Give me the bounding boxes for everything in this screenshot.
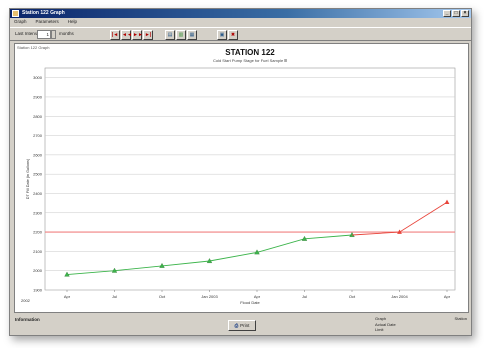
interval-label: Last Interval [15, 31, 40, 36]
app-window: Station 122 Graph _ □ × Graph Parameters… [9, 8, 472, 336]
y-tick-label: 2100 [33, 249, 43, 254]
x-tick-label: Apr [444, 294, 451, 299]
x-tick-label: Jan 2004 [391, 294, 408, 299]
data-point [111, 267, 118, 273]
status-bar: Information ⎙ Print Graph Station Actual D… [14, 315, 469, 335]
chart-view-button[interactable]: ▥ [176, 30, 186, 40]
data-point [301, 235, 308, 241]
menu-graph[interactable]: Graph [14, 19, 27, 24]
chart-title: STATION 122 [225, 48, 275, 57]
previous-button[interactable]: ◄◄ [121, 30, 132, 40]
toolbar: Last Interval 1 months |◄ ◄◄ ►► ►| ▤ ▥ ▦… [10, 27, 471, 41]
interval-input[interactable]: 1 [37, 30, 51, 39]
table-view-button[interactable]: ▤ [165, 30, 175, 40]
y-tick-label: 2300 [33, 210, 43, 215]
y-tick-label: 2700 [33, 133, 43, 138]
maximize-button[interactable]: □ [452, 10, 460, 17]
y-tick-label: 1900 [33, 288, 43, 293]
data-point [397, 229, 402, 234]
information-label: Information [15, 317, 40, 322]
export-button[interactable]: ▣ [217, 30, 227, 40]
status-row: Limit [375, 327, 384, 332]
menu-help[interactable]: Help [67, 19, 78, 24]
data-point [444, 199, 450, 204]
interval-unit: months [59, 31, 74, 36]
y-tick-label: 2500 [33, 172, 43, 177]
data-point [206, 258, 213, 263]
x-axis-corner-label: 2002 [21, 298, 31, 303]
printer-icon: ⎙ [234, 323, 239, 328]
y-tick-label: 2200 [33, 230, 43, 235]
window-title: Station 122 Graph [22, 10, 65, 16]
app-icon [12, 10, 19, 17]
y-tick-label: 2000 [33, 268, 43, 273]
plot-area [44, 67, 456, 291]
x-tick-label: Apr [64, 294, 71, 299]
chart-subtitle: Cold Start Pump Stage for Fuel Sample Ⅲ [213, 58, 287, 63]
chart-corner-label: Station 122 Graph [17, 45, 50, 50]
x-tick-label: Apr [254, 294, 261, 299]
data-point [64, 271, 70, 277]
y-tick-label: 2600 [33, 152, 43, 157]
interval-spinner[interactable] [51, 30, 56, 39]
y-tick-label: 2400 [33, 191, 43, 196]
grid-view-button[interactable]: ▦ [187, 30, 197, 40]
next-button[interactable]: ►► [132, 30, 143, 40]
print-button[interactable]: ⎙ Print [228, 320, 256, 331]
menu-bar: Graph Parameters Help [10, 18, 471, 26]
x-axis-label: Flood Date [240, 300, 260, 305]
x-tick-label: Oct [159, 294, 166, 299]
title-bar[interactable]: Station 122 Graph _ □ × [10, 9, 471, 18]
x-tick-label: Jan 2003 [201, 294, 218, 299]
close-button[interactable]: × [461, 10, 469, 17]
first-button[interactable]: |◄ [110, 30, 120, 40]
y-tick-label: 2900 [33, 94, 43, 99]
y-tick-label: 3000 [33, 75, 43, 80]
delete-button[interactable]: ✖ [228, 30, 238, 40]
y-axis-label: DT Fill Date (in Gallons) [26, 158, 30, 199]
data-point [159, 262, 165, 268]
status-readout: Graph Station Actual Date Limit [375, 316, 467, 333]
menu-parameters[interactable]: Parameters [35, 19, 59, 24]
x-tick-label: Oct [349, 294, 356, 299]
data-point [254, 249, 260, 255]
chart-panel: Station 122 Graph STATION 122 Cold Start … [14, 43, 469, 313]
y-tick-label: 2800 [33, 114, 43, 119]
x-tick-label: Jul [302, 294, 307, 299]
print-label: Print [240, 323, 250, 328]
status-row: Graph Station [375, 316, 467, 321]
minimize-button[interactable]: _ [443, 10, 451, 17]
x-tick-label: Jul [112, 294, 117, 299]
last-button[interactable]: ►| [143, 30, 153, 40]
status-row: Actual Date [375, 321, 396, 327]
